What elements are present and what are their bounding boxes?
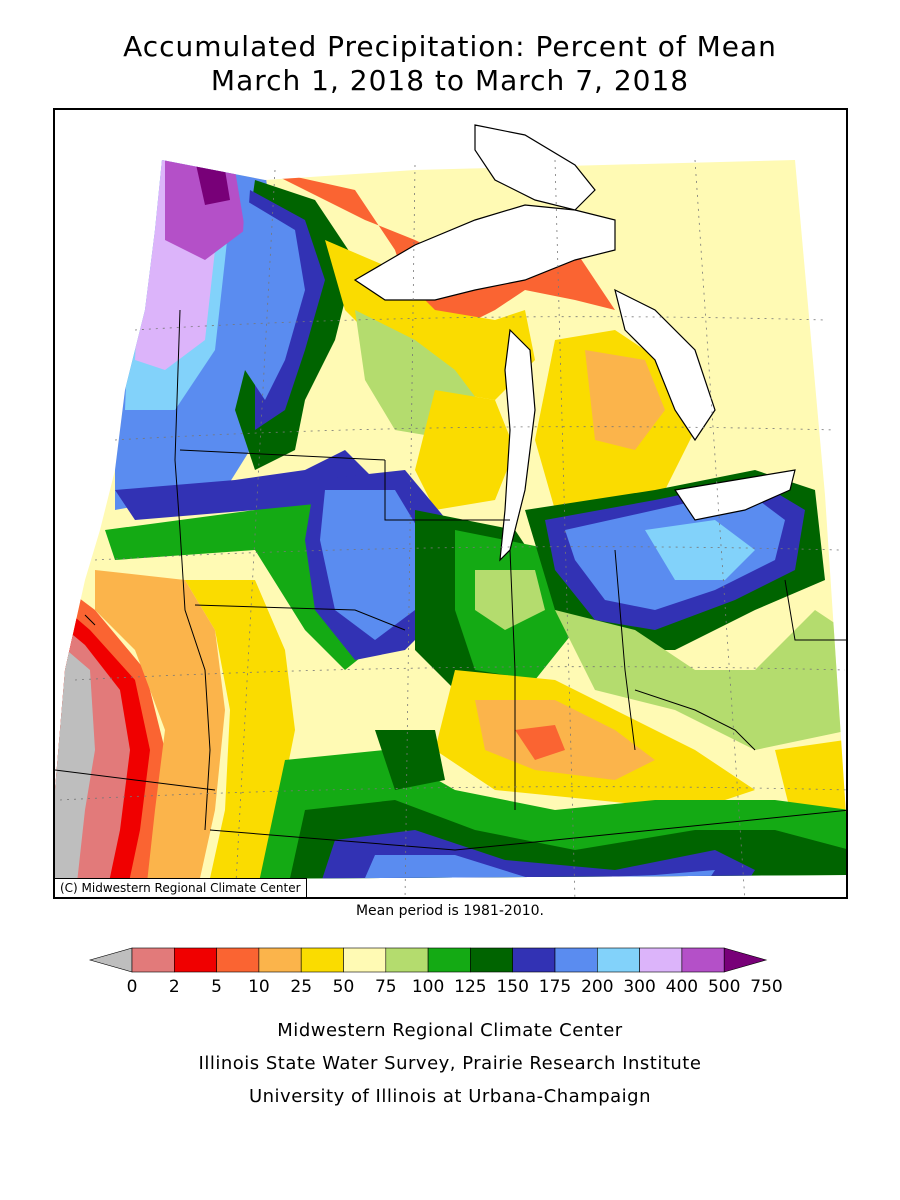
map-title-line2: March 1, 2018 to March 7, 2018 [210,64,690,97]
legend-tick-label: 2 [169,977,180,997]
legend-tick-label: 50 [333,977,355,997]
legend-tick-label: 300 [623,977,655,997]
legend-tick-label: 200 [581,977,613,997]
legend-ticks: 0 2 5 10 25 50 75 100 125 150 175 200 300 400 500 750 [127,977,783,997]
credit-line-3: University of Illinois at Urbana-Champai… [248,1086,652,1107]
precip-field [55,160,846,880]
legend-tick-label: 100 [412,977,444,997]
legend-bin [131,947,175,973]
legend-bin [385,947,429,973]
legend-tick-label: 400 [666,977,698,997]
legend-bin [174,947,217,973]
map-title-line1: Accumulated Precipitation: Percent of Me… [123,30,777,63]
legend-tick-label: 125 [454,977,486,997]
legend-bin [639,947,683,973]
legend-tick-label: 5 [211,977,222,997]
legend-tick-label: 500 [708,977,740,997]
color-legend: 0 2 5 10 25 50 75 100 125 150 175 200 300 400 500 750 [88,947,783,997]
legend-bin [343,947,387,973]
legend-bin [681,947,725,973]
legend-bin [512,947,556,973]
legend-tick-label: 10 [248,977,270,997]
legend-bin [596,947,640,973]
map-canvas [55,124,846,897]
legend-bin [470,947,513,973]
great-lakes [353,124,796,562]
precipitation-map: (C) Midwestern Regional Climate Center [53,108,848,899]
credit-line-1: Midwestern Regional Climate Center [277,1020,623,1041]
map-copyright: (C) Midwestern Regional Climate Center [55,878,307,897]
graticule [59,159,846,897]
credit-line-2: Illinois State Water Survey, Prairie Res… [198,1053,702,1074]
legend-tick-label: 750 [750,977,782,997]
legend-tick-label: 0 [127,977,138,997]
legend-bin [88,947,133,973]
legend-tick-label: 75 [375,977,397,997]
legend-bin [427,947,471,973]
legend-bin [258,947,302,973]
state-borders [55,309,846,851]
mean-period-note: Mean period is 1981-2010. [355,903,545,919]
legend-tick-label: 150 [496,977,528,997]
legend-bin [554,947,598,973]
legend-bin [723,947,768,973]
legend-tick-label: 175 [539,977,571,997]
legend-bin [216,947,260,973]
legend-bin [300,947,344,973]
legend-bins [88,947,768,973]
legend-tick-label: 25 [290,977,312,997]
